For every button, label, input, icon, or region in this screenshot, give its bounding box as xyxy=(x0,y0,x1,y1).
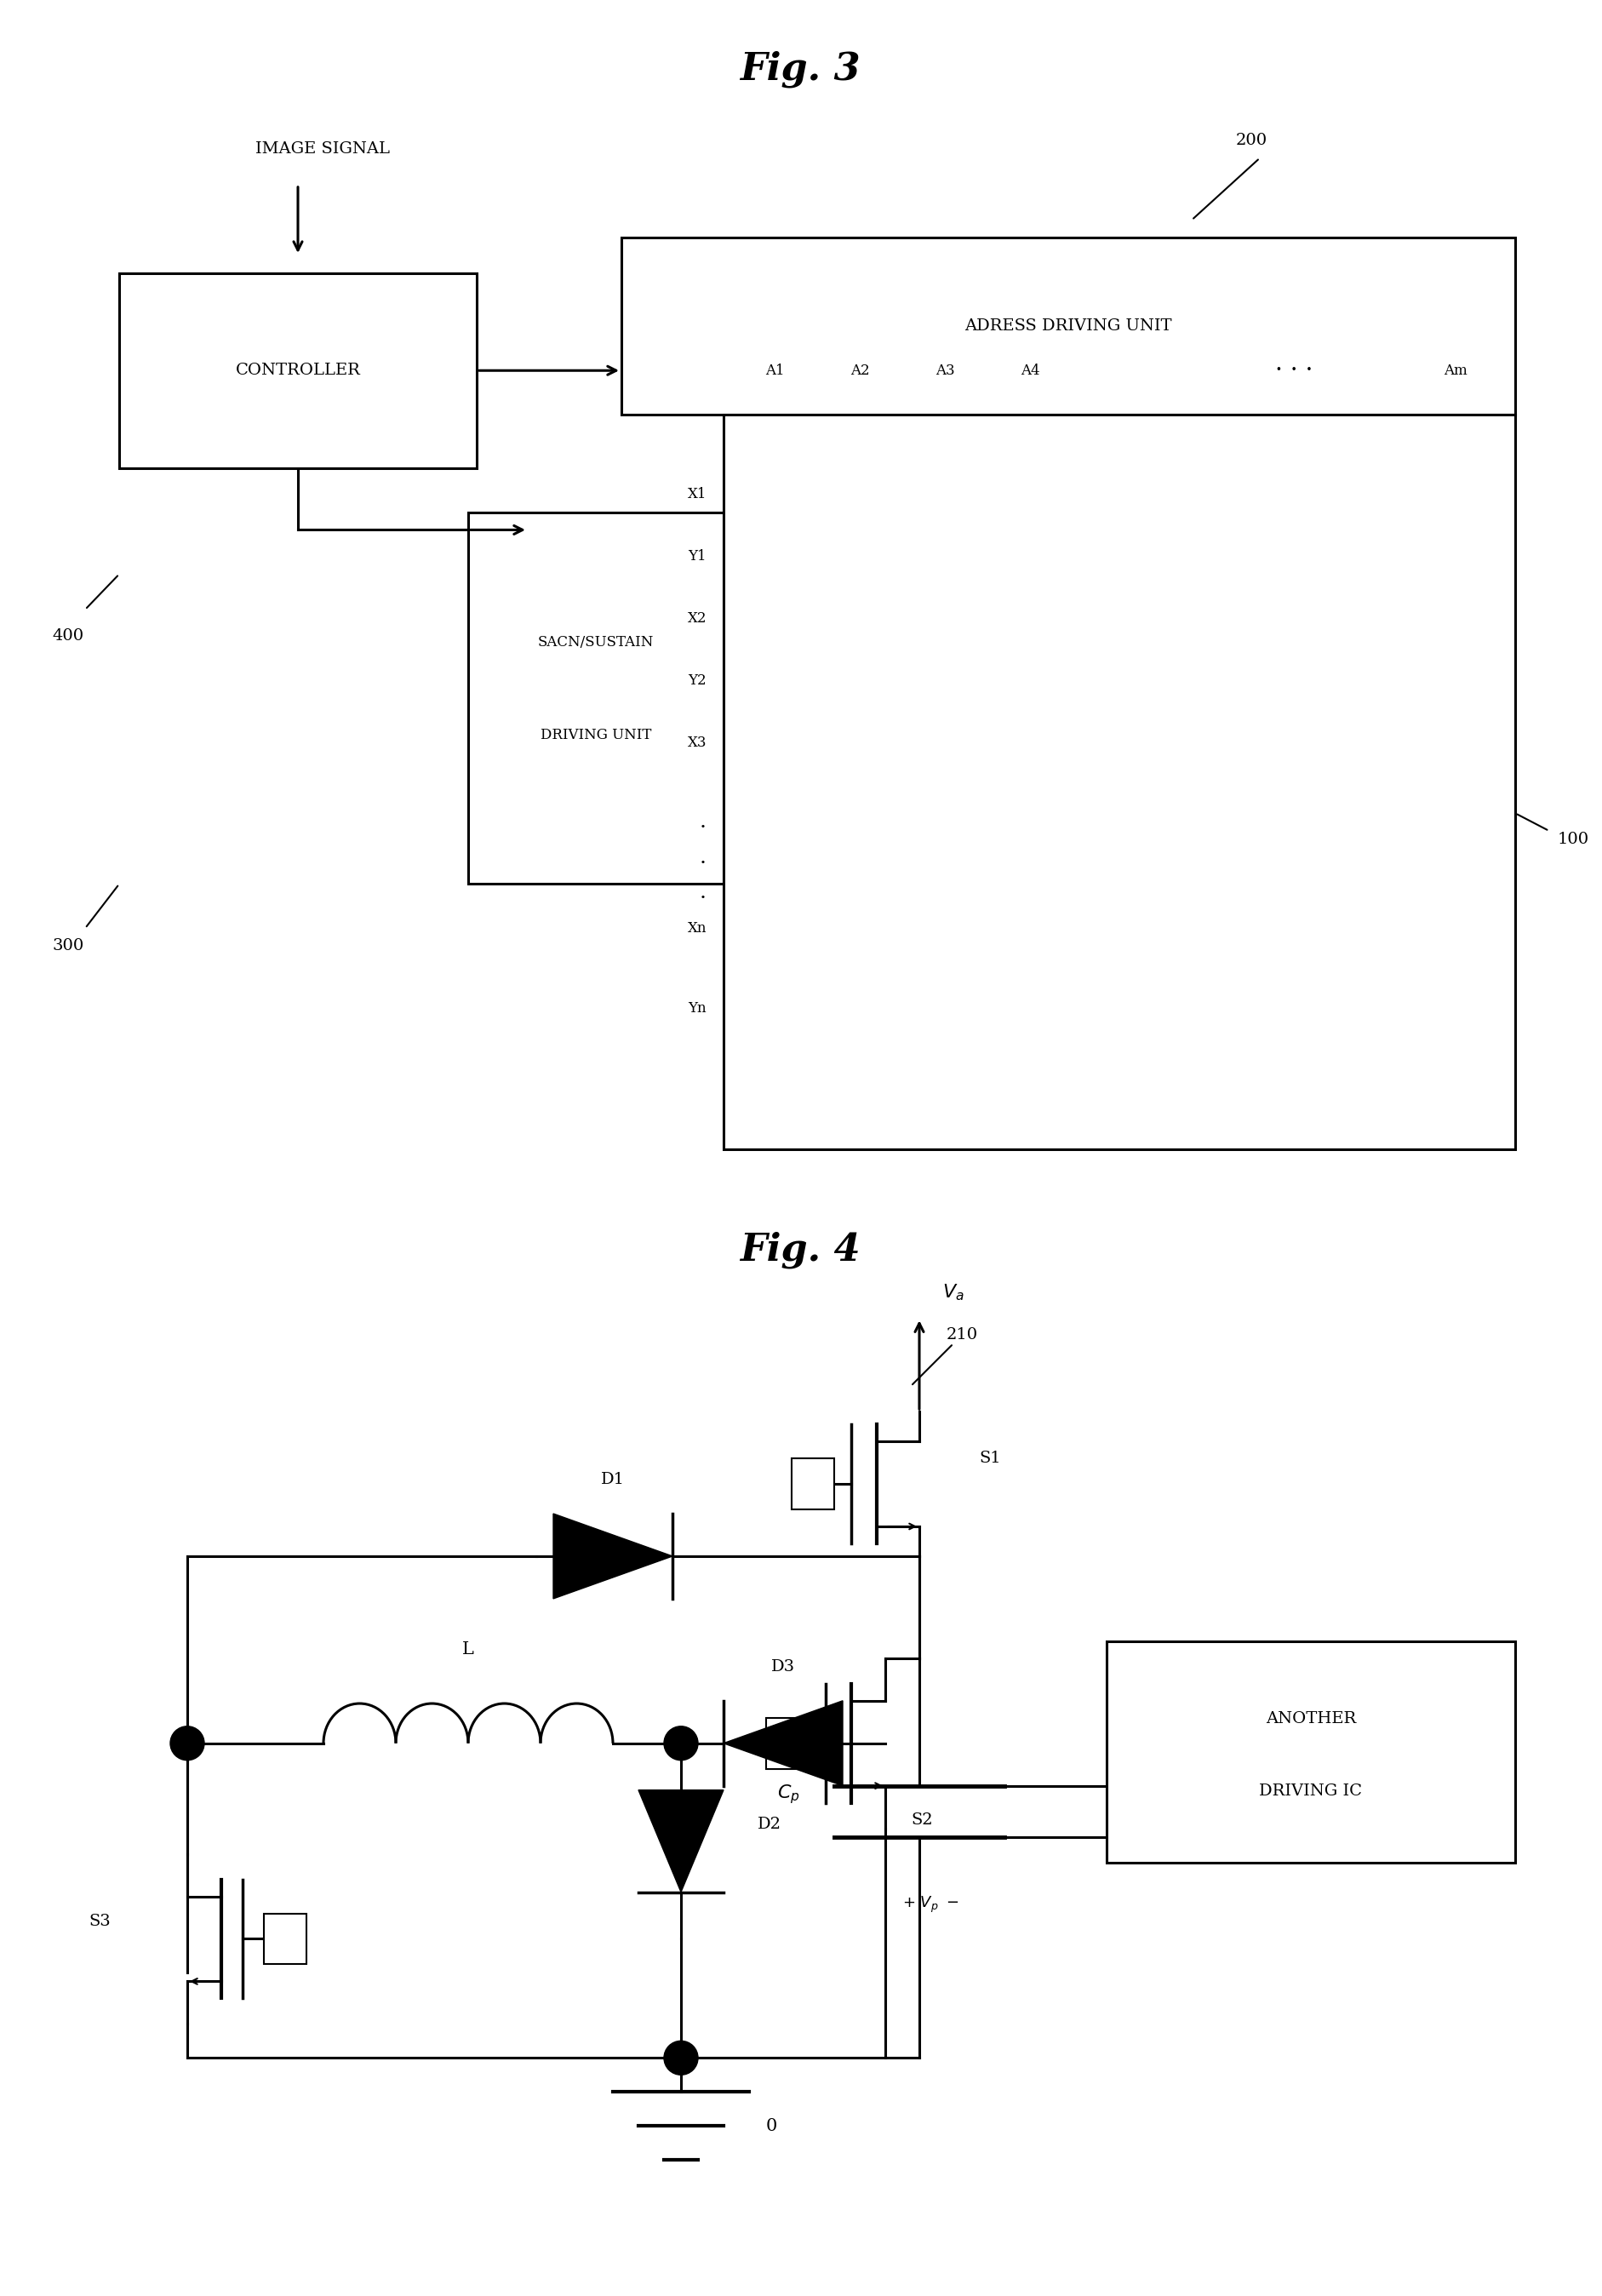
Bar xyxy=(1105,1642,1514,1862)
Text: ANOTHER: ANOTHER xyxy=(1266,1711,1355,1727)
Text: A3: A3 xyxy=(934,363,953,379)
Text: A4: A4 xyxy=(1020,363,1040,379)
Text: D1: D1 xyxy=(601,1472,625,1488)
Text: SACN/SUSTAIN: SACN/SUSTAIN xyxy=(538,636,654,650)
Bar xyxy=(468,512,723,884)
Text: IMAGE SIGNAL: IMAGE SIGNAL xyxy=(255,142,389,156)
Text: Y1: Y1 xyxy=(687,549,706,565)
Text: X1: X1 xyxy=(687,487,706,503)
Text: Y2: Y2 xyxy=(687,673,706,687)
Bar xyxy=(264,1913,306,1965)
Text: 100: 100 xyxy=(1557,831,1589,847)
Text: 400: 400 xyxy=(53,629,83,643)
Text: 300: 300 xyxy=(53,939,83,953)
Text: ADRESS DRIVING UNIT: ADRESS DRIVING UNIT xyxy=(964,319,1171,333)
Text: CONTROLLER: CONTROLLER xyxy=(235,363,360,379)
Text: D2: D2 xyxy=(758,1816,782,1832)
Text: Fig. 3: Fig. 3 xyxy=(740,51,860,87)
Text: Yn: Yn xyxy=(687,1001,706,1015)
Text: $+\ V_p\ -$: $+\ V_p\ -$ xyxy=(902,1894,958,1915)
Text: X3: X3 xyxy=(687,735,706,748)
Polygon shape xyxy=(553,1513,673,1598)
Text: 210: 210 xyxy=(945,1327,977,1343)
Text: D3: D3 xyxy=(771,1660,795,1674)
Bar xyxy=(766,1717,809,1768)
Text: .: . xyxy=(700,813,706,831)
Circle shape xyxy=(663,1727,697,1761)
Text: 200: 200 xyxy=(1235,133,1267,147)
Text: .: . xyxy=(700,847,706,868)
Text: S2: S2 xyxy=(910,1812,932,1828)
Text: DRIVING UNIT: DRIVING UNIT xyxy=(540,728,650,742)
Bar xyxy=(791,1458,833,1508)
Bar xyxy=(119,273,476,468)
Text: Xn: Xn xyxy=(687,921,706,934)
Text: A1: A1 xyxy=(764,363,783,379)
Text: 0: 0 xyxy=(766,2117,777,2133)
Text: Am: Am xyxy=(1443,363,1466,379)
Text: S1: S1 xyxy=(979,1451,1000,1467)
Text: A2: A2 xyxy=(849,363,868,379)
Text: S3: S3 xyxy=(88,1915,111,1929)
Bar xyxy=(622,239,1514,416)
Text: DRIVING IC: DRIVING IC xyxy=(1259,1784,1362,1800)
Text: Fig. 4: Fig. 4 xyxy=(740,1231,860,1270)
Text: · · ·: · · · xyxy=(1274,358,1312,381)
Circle shape xyxy=(663,2041,697,2076)
Text: $V_a$: $V_a$ xyxy=(942,1283,964,1302)
Text: L: L xyxy=(461,1642,474,1658)
Polygon shape xyxy=(723,1701,843,1786)
Text: .: . xyxy=(700,884,706,902)
Bar xyxy=(723,416,1514,1150)
Circle shape xyxy=(170,1727,203,1761)
Text: X2: X2 xyxy=(687,611,706,627)
Text: $C_p$: $C_p$ xyxy=(777,1784,799,1805)
Polygon shape xyxy=(638,1791,723,1892)
